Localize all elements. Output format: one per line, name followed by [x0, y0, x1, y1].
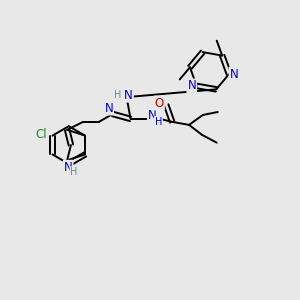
Text: Cl: Cl	[36, 128, 47, 141]
Text: N: N	[124, 88, 133, 102]
Text: N: N	[230, 68, 238, 81]
Text: N: N	[64, 161, 73, 174]
Text: N: N	[148, 110, 157, 122]
Text: O: O	[155, 97, 164, 110]
Text: H: H	[114, 90, 122, 100]
Text: H: H	[154, 117, 162, 127]
Text: N: N	[104, 101, 113, 115]
Text: N: N	[188, 80, 196, 92]
Text: H: H	[70, 167, 78, 177]
